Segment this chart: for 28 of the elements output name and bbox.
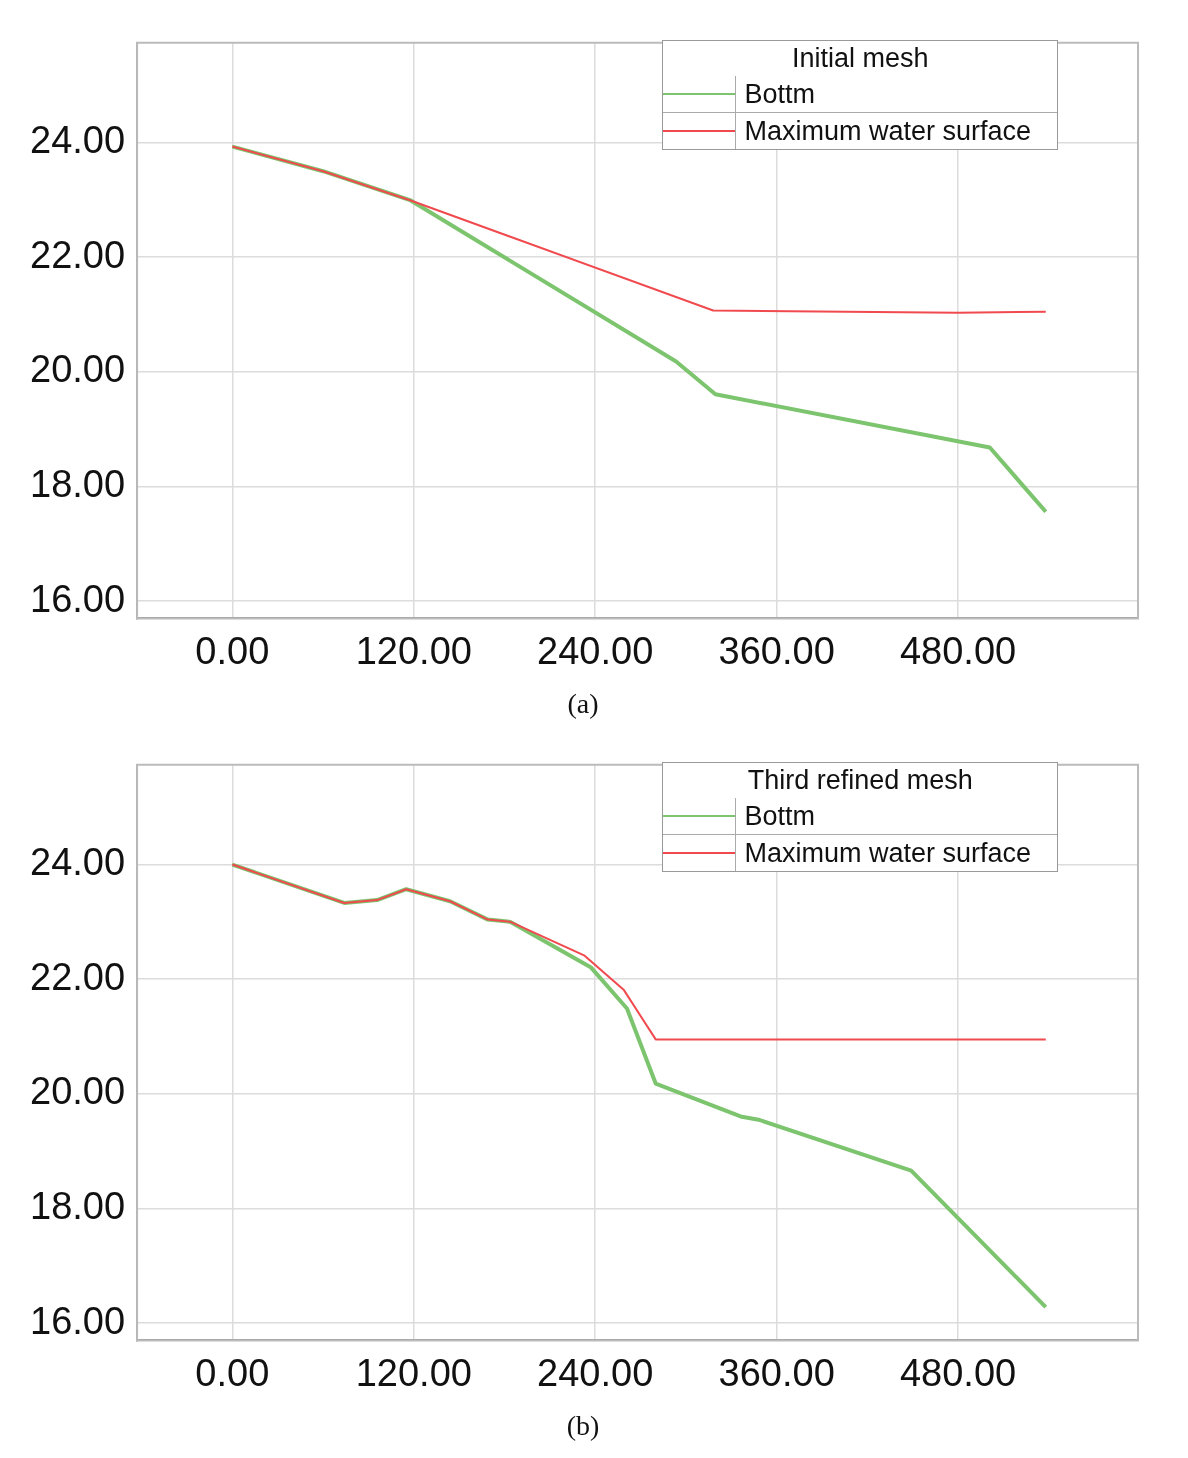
y-tick-label: 18.00 [30, 1185, 126, 1228]
y-tick-label: 18.00 [30, 463, 126, 506]
legend-label: Bottm [743, 800, 816, 832]
x-tick-label: 0.00 [195, 629, 270, 672]
x-tick-label: 120.00 [355, 629, 472, 672]
x-tick-label: 120.00 [355, 1351, 472, 1394]
y-tick-label: 22.00 [30, 955, 126, 998]
text: (a) [566, 688, 600, 720]
y-tick-label: 16.00 [30, 577, 126, 620]
y-tick-label: 24.00 [30, 119, 126, 162]
legend-label: Maximum water surface [743, 837, 1032, 869]
x-tick-label: 360.00 [718, 1351, 835, 1394]
x-tick-label: 360.00 [718, 629, 835, 672]
y-tick-label: 20.00 [30, 348, 126, 391]
y-tick-label: 20.00 [30, 1070, 126, 1113]
legend-label: Maximum water surface [743, 115, 1032, 147]
legend-title: Third refined mesh [746, 764, 974, 797]
x-tick-label: 480.00 [899, 1351, 1017, 1394]
x-tick-label: 240.00 [537, 1351, 654, 1394]
legend-label: Bottm [743, 78, 816, 110]
x-tick-label: 0.00 [195, 1351, 270, 1394]
x-tick-label: 240.00 [537, 629, 654, 672]
text: (b) [565, 1410, 601, 1442]
legend-title: Initial mesh [790, 42, 930, 75]
x-tick-label: 480.00 [899, 629, 1017, 672]
y-tick-label: 16.00 [30, 1299, 126, 1342]
y-tick-label: 22.00 [30, 233, 126, 276]
y-tick-label: 24.00 [30, 841, 126, 884]
